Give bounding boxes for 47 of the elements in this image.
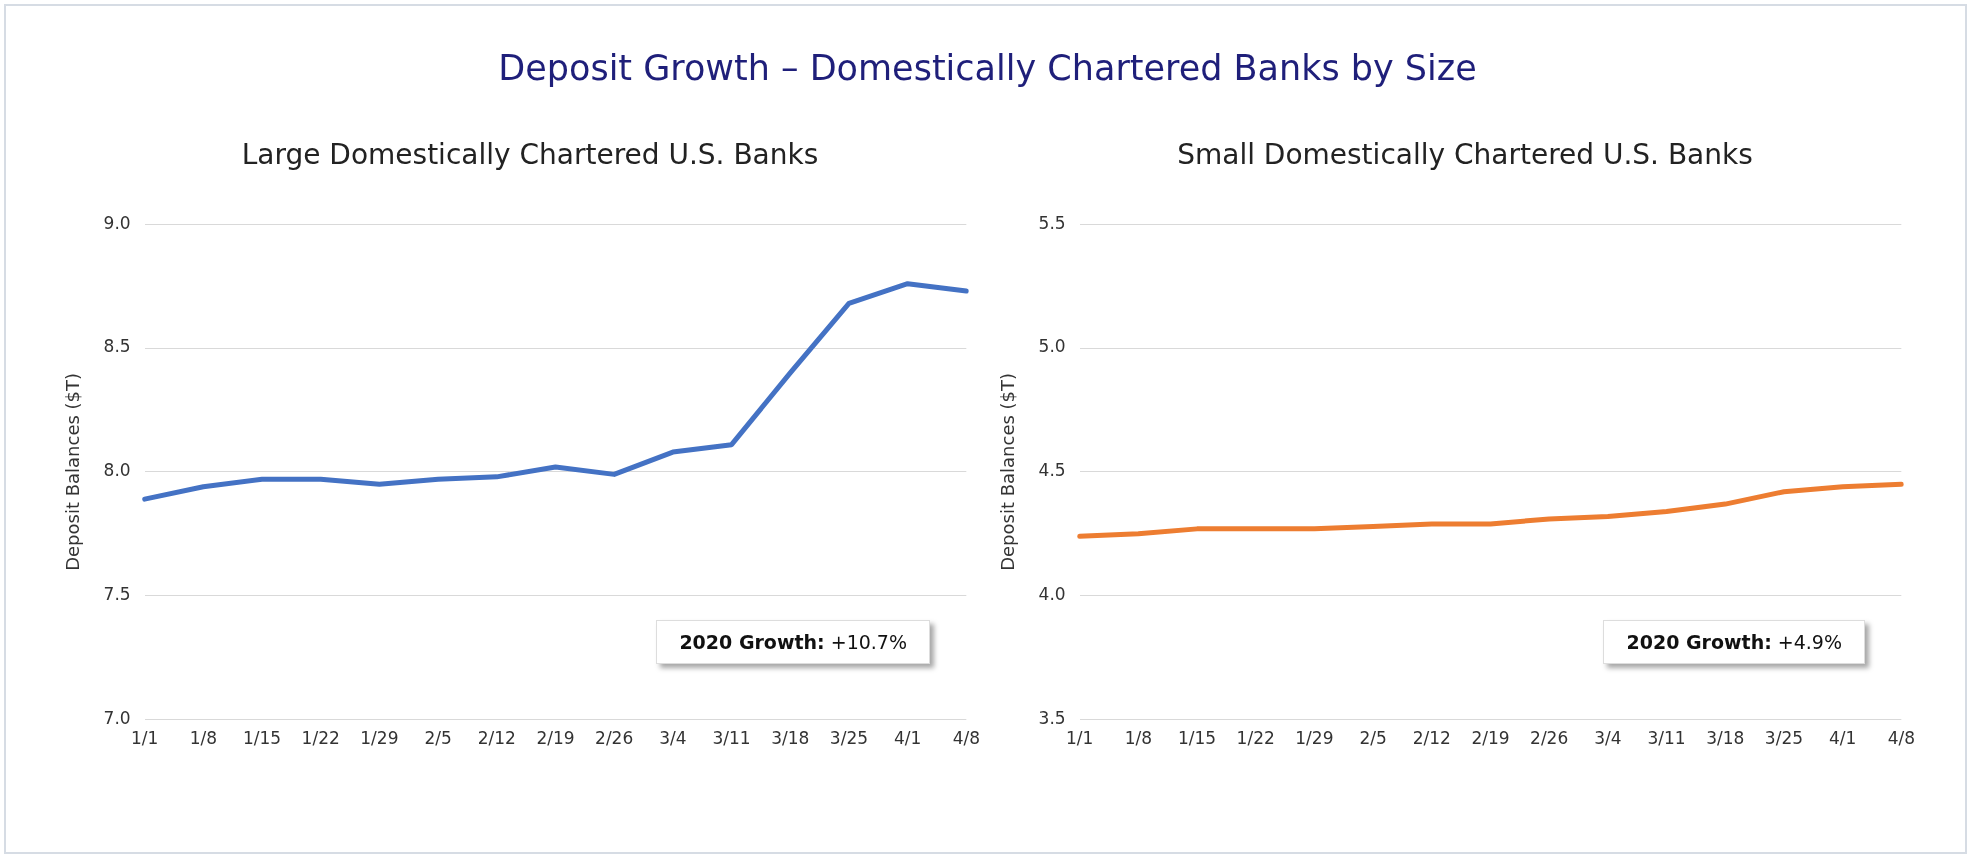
y-tick-label: 4.0 bbox=[1038, 584, 1066, 605]
x-tick-label: 2/12 bbox=[477, 728, 516, 749]
y-tick-label: 8.0 bbox=[103, 460, 131, 481]
annotation: 2020 Growth: +10.7% bbox=[679, 631, 907, 653]
annotation: 2020 Growth: +4.9% bbox=[1626, 631, 1842, 653]
x-tick-label: 1/29 bbox=[1295, 728, 1334, 749]
x-tick-label: 1/22 bbox=[301, 728, 340, 749]
y-tick-label: 9.0 bbox=[103, 212, 131, 233]
y-tick-label: 8.5 bbox=[103, 336, 131, 357]
x-tick-label: 3/4 bbox=[659, 728, 687, 749]
text: Deposit Growth – Domestically Chartered Banks by Size bbox=[497, 48, 1478, 88]
x-tick-label: 3/18 bbox=[771, 728, 810, 749]
x-tick-label: 1/15 bbox=[242, 728, 282, 749]
x-tick-label: 2/12 bbox=[1412, 728, 1451, 749]
x-tick-label: 4/8 bbox=[1887, 728, 1915, 749]
x-tick-label: 1/22 bbox=[1236, 728, 1275, 749]
x-tick-label: 3/11 bbox=[1647, 728, 1686, 749]
x-tick-label: 3/25 bbox=[1764, 728, 1804, 749]
x-tick-label: 1/1 bbox=[130, 728, 159, 749]
y-tick-label: 5.0 bbox=[1038, 336, 1066, 357]
x-tick-label: 3/11 bbox=[712, 728, 751, 749]
x-tick-label: 4/8 bbox=[952, 728, 980, 749]
x-tick-label: 4/1 bbox=[893, 728, 922, 749]
x-tick-label: 2/19 bbox=[1471, 728, 1510, 749]
chart-title: Small Domestically Chartered U.S. Banks bbox=[1176, 138, 1754, 171]
x-tick-label: 3/25 bbox=[829, 728, 869, 749]
x-tick-label: 1/8 bbox=[1124, 728, 1153, 749]
x-tick-label: 2/5 bbox=[424, 728, 452, 749]
x-tick-label: 4/1 bbox=[1828, 728, 1857, 749]
x-tick-label: 3/18 bbox=[1706, 728, 1745, 749]
y-tick-label: 7.0 bbox=[103, 708, 131, 729]
y-tick-label: 4.5 bbox=[1038, 460, 1066, 481]
x-tick-label: 3/4 bbox=[1594, 728, 1622, 749]
y-axis-title: Deposit Balances ($T) bbox=[62, 372, 84, 571]
x-tick-label: 1/15 bbox=[1177, 728, 1217, 749]
x-tick-label: 2/5 bbox=[1359, 728, 1387, 749]
x-tick-label: 2/26 bbox=[1530, 728, 1569, 749]
x-tick-label: 1/8 bbox=[189, 728, 218, 749]
chart-title: Large Domestically Chartered U.S. Banks bbox=[240, 138, 820, 171]
x-tick-label: 2/19 bbox=[536, 728, 575, 749]
y-axis-title: Deposit Balances ($T) bbox=[997, 372, 1019, 571]
x-tick-label: 2/26 bbox=[595, 728, 634, 749]
x-tick-label: 1/1 bbox=[1065, 728, 1094, 749]
y-tick-label: 7.5 bbox=[103, 584, 131, 605]
x-tick-label: 1/29 bbox=[360, 728, 399, 749]
y-tick-label: 5.5 bbox=[1038, 212, 1066, 233]
y-tick-label: 3.5 bbox=[1038, 708, 1066, 729]
